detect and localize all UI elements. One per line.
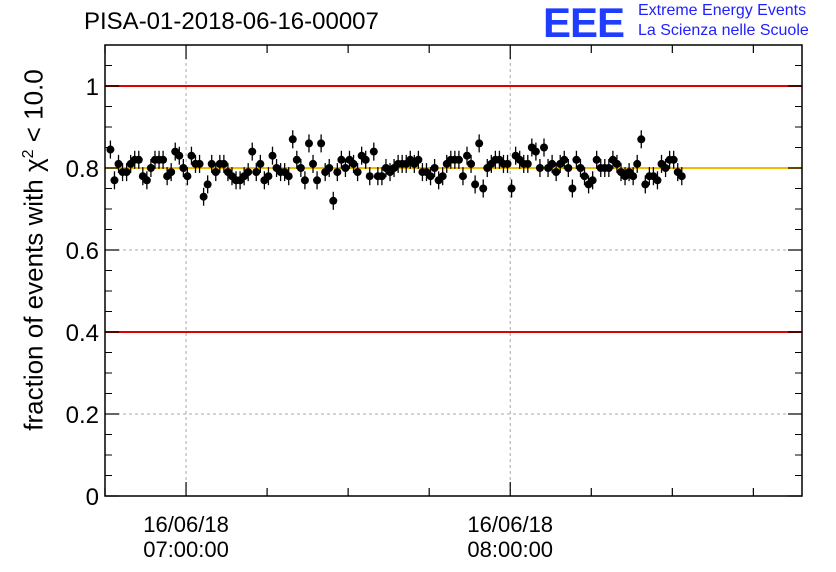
data-point bbox=[349, 159, 358, 168]
data-point bbox=[454, 155, 463, 164]
data-point bbox=[317, 139, 326, 148]
data-point bbox=[430, 164, 439, 172]
data-point bbox=[244, 168, 253, 177]
data-point bbox=[300, 176, 309, 185]
data-point bbox=[653, 176, 662, 185]
data-point bbox=[612, 159, 621, 168]
eee-logo: EEE bbox=[543, 0, 625, 46]
data-point bbox=[535, 164, 544, 172]
data-point bbox=[471, 180, 480, 189]
data-point bbox=[540, 143, 549, 152]
data-point bbox=[248, 147, 257, 156]
plot-frame bbox=[104, 44, 803, 497]
data-point bbox=[507, 184, 516, 193]
data-point bbox=[353, 168, 362, 177]
data-point bbox=[467, 159, 476, 168]
data-point bbox=[199, 192, 208, 201]
logo-line-2: La Scienza nelle Scuole bbox=[638, 22, 809, 39]
data-point bbox=[211, 168, 220, 177]
data-point bbox=[588, 176, 597, 185]
data-point bbox=[309, 159, 318, 168]
data-point bbox=[531, 147, 540, 156]
data-point bbox=[195, 159, 204, 168]
data-point bbox=[167, 168, 176, 177]
data-point bbox=[142, 176, 151, 185]
logo-line-1: Extreme Energy Events bbox=[638, 2, 807, 19]
data-point bbox=[329, 196, 338, 205]
data-point bbox=[568, 184, 577, 193]
chart-title: PISA-01-2018-06-16-00007 bbox=[84, 8, 379, 35]
data-point bbox=[365, 172, 374, 181]
data-point bbox=[252, 168, 261, 177]
data-point bbox=[426, 172, 435, 181]
data-point bbox=[475, 139, 484, 148]
x-tick-time-label: 07:00:00 bbox=[143, 537, 229, 562]
data-point bbox=[629, 172, 638, 181]
data-point bbox=[463, 151, 472, 160]
data-point bbox=[146, 164, 155, 172]
data-point bbox=[175, 151, 184, 160]
data-point bbox=[203, 180, 212, 189]
data-point bbox=[661, 164, 670, 172]
data-point bbox=[256, 159, 265, 168]
x-tick-date-label: 16/06/18 bbox=[467, 512, 553, 537]
data-point bbox=[637, 135, 646, 144]
data-point bbox=[179, 164, 188, 172]
data-point bbox=[677, 172, 686, 181]
data-point bbox=[219, 159, 228, 168]
data-point bbox=[548, 159, 557, 168]
data-point bbox=[122, 168, 131, 177]
y-tick-label: 0.4 bbox=[66, 320, 99, 347]
data-point bbox=[576, 164, 585, 172]
data-point bbox=[325, 164, 334, 172]
data-point bbox=[304, 139, 313, 148]
y-tick-label: 0 bbox=[86, 484, 99, 511]
x-tick-time-label: 08:00:00 bbox=[467, 537, 553, 562]
data-point bbox=[458, 172, 467, 181]
y-tick-label: 0.6 bbox=[66, 238, 99, 265]
y-tick-label: 0.8 bbox=[66, 156, 99, 183]
data-point bbox=[264, 172, 273, 181]
data-point bbox=[134, 155, 143, 164]
data-point bbox=[187, 151, 196, 160]
data-point bbox=[369, 147, 378, 156]
data-point bbox=[110, 176, 119, 185]
data-point bbox=[633, 159, 642, 168]
data-point bbox=[296, 164, 305, 172]
y-tick-label: 1 bbox=[86, 74, 99, 101]
data-point bbox=[592, 155, 601, 164]
x-tick-date-label: 16/06/18 bbox=[143, 512, 229, 537]
data-point bbox=[580, 172, 589, 181]
data-point bbox=[552, 168, 561, 177]
data-point bbox=[341, 164, 350, 172]
data-point bbox=[183, 172, 192, 181]
data-point bbox=[479, 184, 488, 193]
data-point bbox=[414, 155, 423, 164]
data-point bbox=[604, 164, 613, 172]
data-point bbox=[284, 172, 293, 181]
data-point bbox=[292, 155, 301, 164]
data-point bbox=[337, 155, 346, 164]
y-tick-label: 0.2 bbox=[66, 402, 99, 429]
data-point bbox=[333, 168, 342, 177]
data-point bbox=[159, 155, 168, 164]
data-point bbox=[114, 159, 123, 168]
data-point bbox=[268, 151, 277, 160]
data-point bbox=[377, 172, 386, 181]
data-point bbox=[503, 159, 512, 168]
data-point bbox=[560, 155, 569, 164]
data-point bbox=[207, 159, 216, 168]
data-point bbox=[106, 145, 115, 154]
data-point bbox=[564, 164, 573, 172]
data-point bbox=[361, 155, 370, 164]
data-point bbox=[438, 172, 447, 181]
data-point bbox=[523, 159, 532, 168]
data-point bbox=[641, 180, 650, 189]
data-point bbox=[572, 155, 581, 164]
data-point bbox=[669, 155, 678, 164]
data-point bbox=[288, 135, 297, 144]
data-point bbox=[313, 176, 322, 185]
